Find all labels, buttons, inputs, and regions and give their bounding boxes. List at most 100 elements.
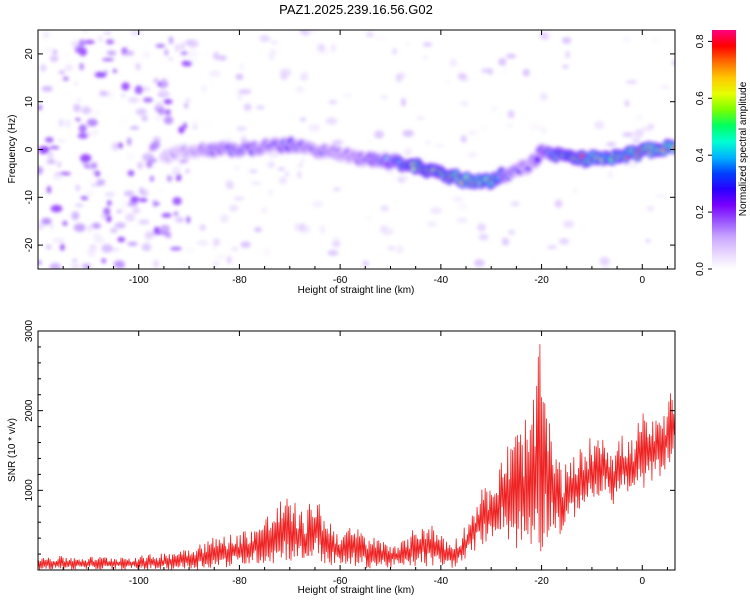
spectrogram-noise-blob [380,94,389,100]
colorbar-ticks: 0.0 0.2 0.4 0.6 0.8 [695,34,712,276]
spectrogram-noise-blob [565,50,570,59]
spectrogram-noise-blob [93,232,101,242]
spectrogram-noise-blob [146,160,153,169]
spectrogram-noise-blob [51,175,64,181]
spectrogram-noise-blob [645,238,651,243]
spectrogram-noise-blob [123,50,135,56]
spectrogram-noise-blob [178,126,185,134]
spectrogram-noise-blob [107,91,115,101]
spectrogram-noise-blob [70,264,80,268]
spectrogram-noise-blob [83,30,88,34]
spectrogram-noise-blob [387,246,396,251]
spectrogram-noise-blob [425,140,431,145]
spectrogram-noise-blob [298,163,303,168]
spectrogram-noise-blob [599,256,610,266]
spectrogram-noise-blob [62,52,71,58]
spectrogram-noise-blob [103,207,111,216]
spectrogram-noise-blob [75,184,81,192]
spectrogram-y-label: Frequency (Hz) [7,115,18,184]
spectrogram-noise-blob [655,194,667,198]
spectrogram-noise-blob [622,132,634,137]
spectrogram-noise-blob [87,248,96,258]
spectrogram-noise-blob [65,91,73,96]
spectrogram-noise-blob [45,244,52,250]
colorbar-tick-label: 0.4 [695,148,706,162]
spectrogram-noise-blob [457,73,467,80]
spectrogram-noise-blob [555,263,566,269]
spectrogram-noise-blob [562,64,569,69]
spectrogram-noise-blob [490,105,498,113]
spectrogram-noise-blob [166,174,173,182]
spectrogram-noise-blob [46,185,52,194]
spectrogram-noise-blob [229,204,239,212]
spectrogram-noise-blob [375,35,387,41]
spectrogram-noise-blob [127,170,135,177]
spectrogram-x-tick-label: -80 [232,275,247,286]
spectrogram-noise-blob [449,58,458,68]
spectrogram-noise-blob [94,170,101,177]
spectrogram-noise-blob [64,64,74,72]
spectrogram-y-tick-label: 20 [24,48,35,60]
spectrogram-noise-blob [381,227,394,236]
spectrogram-noise-blob [300,117,306,122]
spectrogram-noise-blob [139,187,144,195]
spectrogram-noise-blob [86,118,98,127]
spectrogram-noise-blob [155,101,163,110]
spectrogram-noise-blob [91,110,102,116]
spectrogram-noise-blob [231,246,238,252]
spectrogram-noise-blob [213,261,220,267]
spectrogram-noise-blob [208,82,214,89]
spectrogram-noise-blob [380,205,390,212]
spectrogram-noise-blob [135,108,147,116]
spectrogram-noise-blob [307,30,318,34]
spectrogram-noise-blob [402,129,414,138]
spectrogram-noise-blob [123,190,135,197]
spectrogram-noise-blob [130,30,143,36]
spectrogram-noise-blob [163,98,173,105]
spectrogram-noise-blob [72,258,78,263]
spectrogram-x-tick-label: -40 [434,275,449,286]
spectrogram-y-tick-label: -20 [24,237,35,252]
spectrogram-noise-blob [74,203,84,207]
spectrogram-noise-blob [56,138,67,143]
spectrogram-noise-blob [188,119,201,127]
spectrogram-noise-blob [392,47,397,55]
spectrogram-noise-blob [284,112,297,121]
spectrogram-noise-blob [631,137,641,143]
spectrogram-noise-blob [327,250,339,256]
spectrogram-noise-blob [280,71,288,81]
spectrogram-noise-blob [134,85,143,95]
snr-y-tick-label: 3000 [24,319,35,342]
spectrogram-signal-core [534,157,540,162]
spectrogram-noise-blob [195,107,202,112]
spectrogram-noise-blob [132,207,141,214]
spectrogram-noise-blob [208,70,221,78]
spectrogram-y-tick-label: 10 [24,96,35,108]
spectrogram-noise-blob [277,167,286,171]
spectrogram-noise-blob [605,142,617,147]
spectrogram-noise-blob [212,238,221,246]
spectrogram-noise-blob [624,100,630,107]
spectrogram-noise-blob [126,113,136,119]
snr-y-axis: 1000 2000 3000 [24,319,675,555]
spectrogram-noise-blob [456,217,468,224]
spectrogram-noise-blob [65,119,72,128]
spectrogram-noise-blob [159,224,171,233]
spectrogram-noise-blob [243,103,252,111]
spectrogram-noise-blob [140,50,152,56]
spectrogram-noise-blob [299,72,309,82]
spectrogram-noise-blob [403,147,413,157]
spectrogram-noise-blob [60,243,65,251]
spectrogram-noise-blob [531,254,536,263]
spectrogram-noise-blob [183,122,188,130]
spectrogram-noise-blob [336,92,342,96]
spectrogram-noise-blob [117,142,123,149]
spectrogram-noise-blob [105,39,115,45]
spectrogram-noise-blob [41,85,53,92]
spectrogram-noise-blob [136,161,144,170]
spectrogram-noise-blob [254,186,266,195]
spectrogram-noise-blob [75,117,81,122]
spectrogram-noise-blob [134,223,139,232]
spectrogram-noise-blob [73,81,79,86]
spectrogram-noise-blob [127,96,140,104]
